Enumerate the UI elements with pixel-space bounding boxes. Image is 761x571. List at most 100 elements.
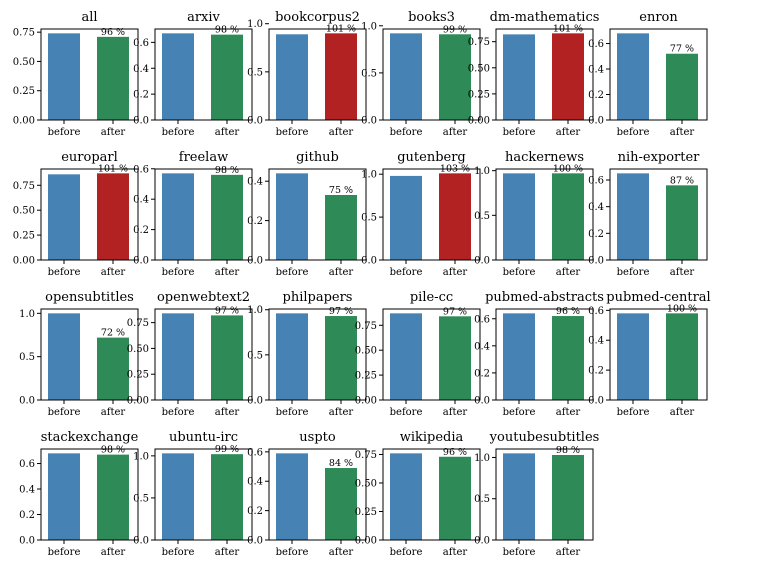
- bar-after: [211, 454, 243, 540]
- y-tick-label: 0.2: [247, 506, 263, 517]
- y-tick-label: 0.0: [361, 256, 377, 267]
- axes-frame: [268, 448, 367, 541]
- x-tick-label: after: [443, 407, 468, 418]
- subplot-title: openwebtext2: [157, 290, 250, 305]
- axes-frame: [154, 28, 253, 121]
- x-tick-label: before: [276, 267, 309, 278]
- axes-frame: [40, 28, 139, 121]
- axes-frame: [382, 448, 481, 541]
- y-tick-label: 1.0: [474, 166, 490, 177]
- x-tick-label: before: [162, 547, 195, 558]
- y-tick-label: 0.6: [133, 38, 149, 49]
- y-tick-label: 0.5: [247, 350, 263, 361]
- bar-before: [503, 173, 535, 260]
- data-label: 87 %: [670, 175, 694, 186]
- bar-after: [211, 315, 243, 400]
- bar-after: [211, 34, 243, 121]
- bar-before: [390, 313, 422, 400]
- x-tick-label: after: [101, 547, 126, 558]
- subplot-wikipedia: wikipedia 96 % 0.00 0.25 0.50 0.75 before after: [355, 430, 481, 558]
- bar-after: [325, 33, 357, 121]
- subplot-title: all: [81, 10, 97, 25]
- x-tick-label: after: [556, 127, 581, 138]
- y-tick-label: 0.6: [133, 164, 149, 175]
- axes-frame: [609, 168, 708, 261]
- x-tick-label: after: [670, 407, 695, 418]
- y-tick-label: 0.75: [468, 37, 490, 48]
- y-tick-label: 0.50: [127, 344, 149, 355]
- y-tick-label: 0.00: [468, 116, 490, 127]
- y-tick-label: 0.50: [13, 57, 35, 68]
- subplot-title: arxiv: [187, 10, 220, 25]
- bar-after: [325, 195, 357, 260]
- y-tick-label: 0.6: [588, 176, 604, 187]
- data-label: 98 %: [215, 165, 239, 176]
- bar-after: [552, 316, 584, 400]
- y-tick-label: 0.0: [361, 116, 377, 127]
- bar-before: [617, 313, 649, 400]
- y-tick-label: 0.25: [127, 370, 149, 381]
- axes-frame: [40, 308, 139, 401]
- axes-frame: [495, 28, 594, 121]
- y-tick-label: 0.2: [247, 216, 263, 227]
- y-tick-label: 0.5: [474, 494, 490, 505]
- data-label: 96 %: [443, 447, 467, 458]
- bar-after: [325, 316, 357, 400]
- y-tick-label: 0.0: [588, 256, 604, 267]
- subplot-enron: enron 77 % 0.0 0.2 0.4 0.6 before after: [588, 10, 708, 138]
- y-tick-label: 0.00: [355, 536, 377, 547]
- bar-after: [439, 34, 471, 121]
- y-tick-label: 0.50: [355, 478, 377, 489]
- data-label: 72 %: [101, 328, 125, 339]
- subplot-title: uspto: [299, 430, 336, 445]
- y-tick-label: 0.4: [133, 195, 149, 206]
- subplot-all: all 96 % 0.00 0.25 0.50 0.75 before after: [13, 10, 139, 138]
- x-tick-label: after: [329, 127, 354, 138]
- subplot-title: hackernews: [505, 150, 584, 165]
- x-tick-label: after: [329, 407, 354, 418]
- y-tick-label: 0.75: [355, 321, 377, 332]
- bar-before: [503, 453, 535, 540]
- bar-after: [552, 454, 584, 540]
- y-tick-label: 0.2: [133, 90, 149, 101]
- bar-after: [97, 454, 129, 540]
- y-tick-label: 0.0: [247, 256, 263, 267]
- y-tick-label: 0.75: [355, 450, 377, 461]
- subplot-opensubtitles: opensubtitles 72 % 0.0 0.5 1.0 before after: [19, 290, 139, 418]
- y-tick-label: 0.4: [19, 485, 35, 496]
- bar-before: [276, 34, 308, 120]
- y-tick-label: 0.0: [247, 396, 263, 407]
- y-tick-label: 0.0: [133, 116, 149, 127]
- y-tick-label: 1.0: [474, 453, 490, 464]
- y-tick-label: 0.2: [588, 90, 604, 101]
- bar-before: [162, 173, 194, 260]
- x-tick-label: before: [617, 407, 650, 418]
- x-tick-label: before: [48, 407, 81, 418]
- y-tick-label: 0.5: [361, 68, 377, 79]
- bar-before: [162, 33, 194, 121]
- subplot-title: freelaw: [179, 150, 228, 165]
- subplot-github: github 75 % 0.0 0.2 0.4 before after: [247, 150, 367, 278]
- y-tick-label: 0.2: [19, 510, 35, 521]
- y-tick-label: 0.25: [355, 507, 377, 518]
- x-tick-label: after: [101, 407, 126, 418]
- axes-frame: [495, 168, 594, 261]
- subplot-title: ubuntu-irc: [169, 430, 238, 445]
- y-tick-label: 0.4: [247, 477, 263, 488]
- y-tick-label: 0.75: [13, 28, 35, 39]
- y-tick-label: 0.0: [19, 396, 35, 407]
- y-tick-label: 0.6: [474, 314, 490, 325]
- x-tick-label: before: [503, 127, 536, 138]
- subplot-title: youtubesubtitles: [489, 430, 600, 445]
- bar-after: [439, 173, 471, 260]
- subplot-title: books3: [408, 10, 455, 25]
- y-tick-label: 0.4: [474, 341, 490, 352]
- x-tick-label: before: [48, 127, 81, 138]
